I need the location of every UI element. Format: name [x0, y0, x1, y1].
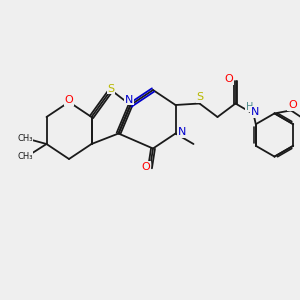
Text: O: O: [224, 74, 233, 85]
Text: N: N: [125, 94, 133, 105]
Text: CH₃: CH₃: [17, 152, 33, 161]
Text: CH₃: CH₃: [17, 134, 33, 143]
Text: N: N: [178, 127, 186, 137]
Text: N: N: [251, 107, 259, 117]
Text: O: O: [141, 161, 150, 172]
Text: O: O: [288, 100, 297, 110]
Text: S: S: [107, 83, 115, 94]
Text: S: S: [196, 92, 204, 103]
Text: H: H: [246, 101, 254, 112]
Text: O: O: [64, 95, 74, 105]
